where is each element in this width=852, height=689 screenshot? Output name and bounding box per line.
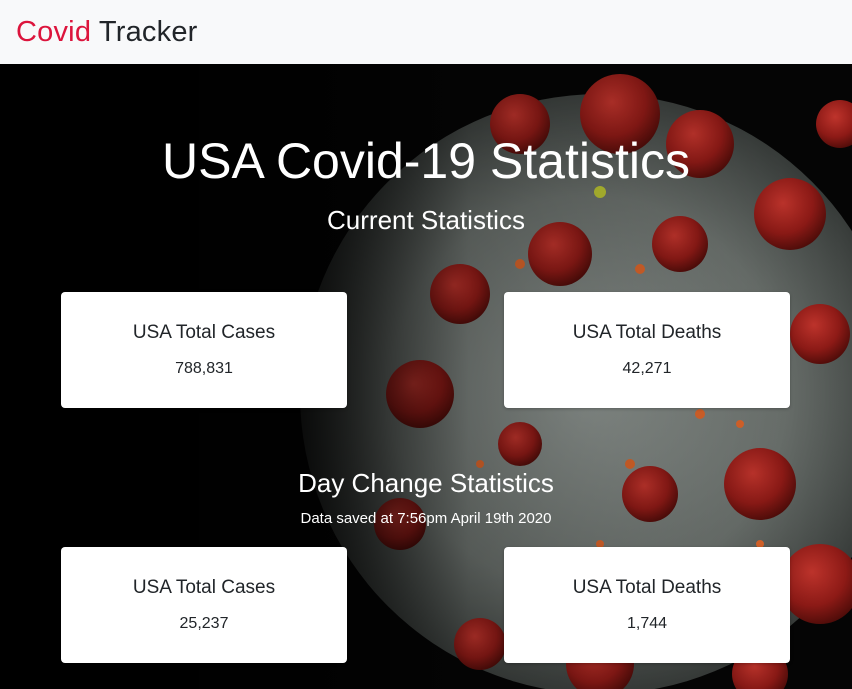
current-statistics-heading: Current Statistics xyxy=(327,205,525,235)
card-title: USA Total Deaths xyxy=(572,322,722,343)
brand-accent-text: Covid xyxy=(16,15,92,48)
card-value: 42,271 xyxy=(622,360,672,377)
card-value: 788,831 xyxy=(175,360,233,377)
brand-logo-link[interactable]: Covid Tracker xyxy=(16,15,198,48)
page-title: USA Covid-19 Statistics xyxy=(162,133,690,189)
card-title: USA Total Cases xyxy=(132,577,276,598)
card-title: USA Total Cases xyxy=(132,322,276,343)
current-total-cases-card: USA Total Cases 788,831 xyxy=(61,292,347,408)
card-title: USA Total Deaths xyxy=(572,577,722,598)
navbar: Covid Tracker xyxy=(0,0,852,64)
card-value: 25,237 xyxy=(179,615,229,632)
day-change-statistics-heading: Day Change Statistics xyxy=(298,468,554,498)
data-saved-timestamp: Data saved at 7:56pm April 19th 2020 xyxy=(300,510,552,527)
hero-section: USA Covid-19 Statistics Current Statisti… xyxy=(0,64,852,689)
current-total-deaths-card: USA Total Deaths 42,271 xyxy=(504,292,790,408)
day-change-total-cases-card: USA Total Cases 25,237 xyxy=(61,547,347,663)
card-value: 1,744 xyxy=(626,615,668,632)
day-change-total-deaths-card: USA Total Deaths 1,744 xyxy=(504,547,790,663)
brand-rest-text: Tracker xyxy=(91,15,198,48)
